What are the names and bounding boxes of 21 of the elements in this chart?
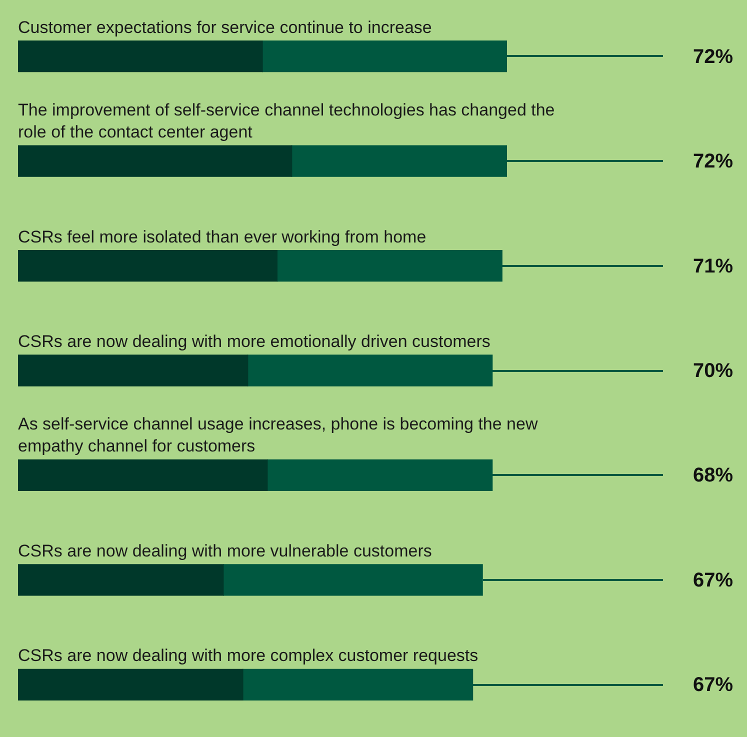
bar [18,145,292,177]
y-tick-label: CSRs are now dealing with more vulnerable customers [18,541,432,560]
bar [18,668,244,700]
y-tick-label: The improvement of self-service channel technologies has changed the role of the contact center agent [18,100,555,142]
bar [18,250,278,282]
y-tick-label: CSRs are now dealing with more complex customer requests [18,646,478,666]
bar [18,459,268,492]
bar [18,354,248,386]
text: 71% [692,255,734,278]
y-tick-label: CSRs are now dealing with more emotionally driven customers [18,332,490,351]
bar [18,40,263,72]
text: 72% [692,46,734,68]
text: 72% [692,150,734,173]
y-tick-label: As self-service channel usage increases, phone is becoming the new empathy channel for customers [18,414,538,456]
text: 68% [692,464,734,487]
text: 67% [692,674,734,696]
y-tick-label: Customer expectations for service continue to increase [18,18,432,37]
text: 67% [692,569,734,592]
bar [18,564,224,596]
text: 70% [692,360,734,382]
y-tick-label: CSRs feel more isolated than ever working from home [18,227,426,246]
